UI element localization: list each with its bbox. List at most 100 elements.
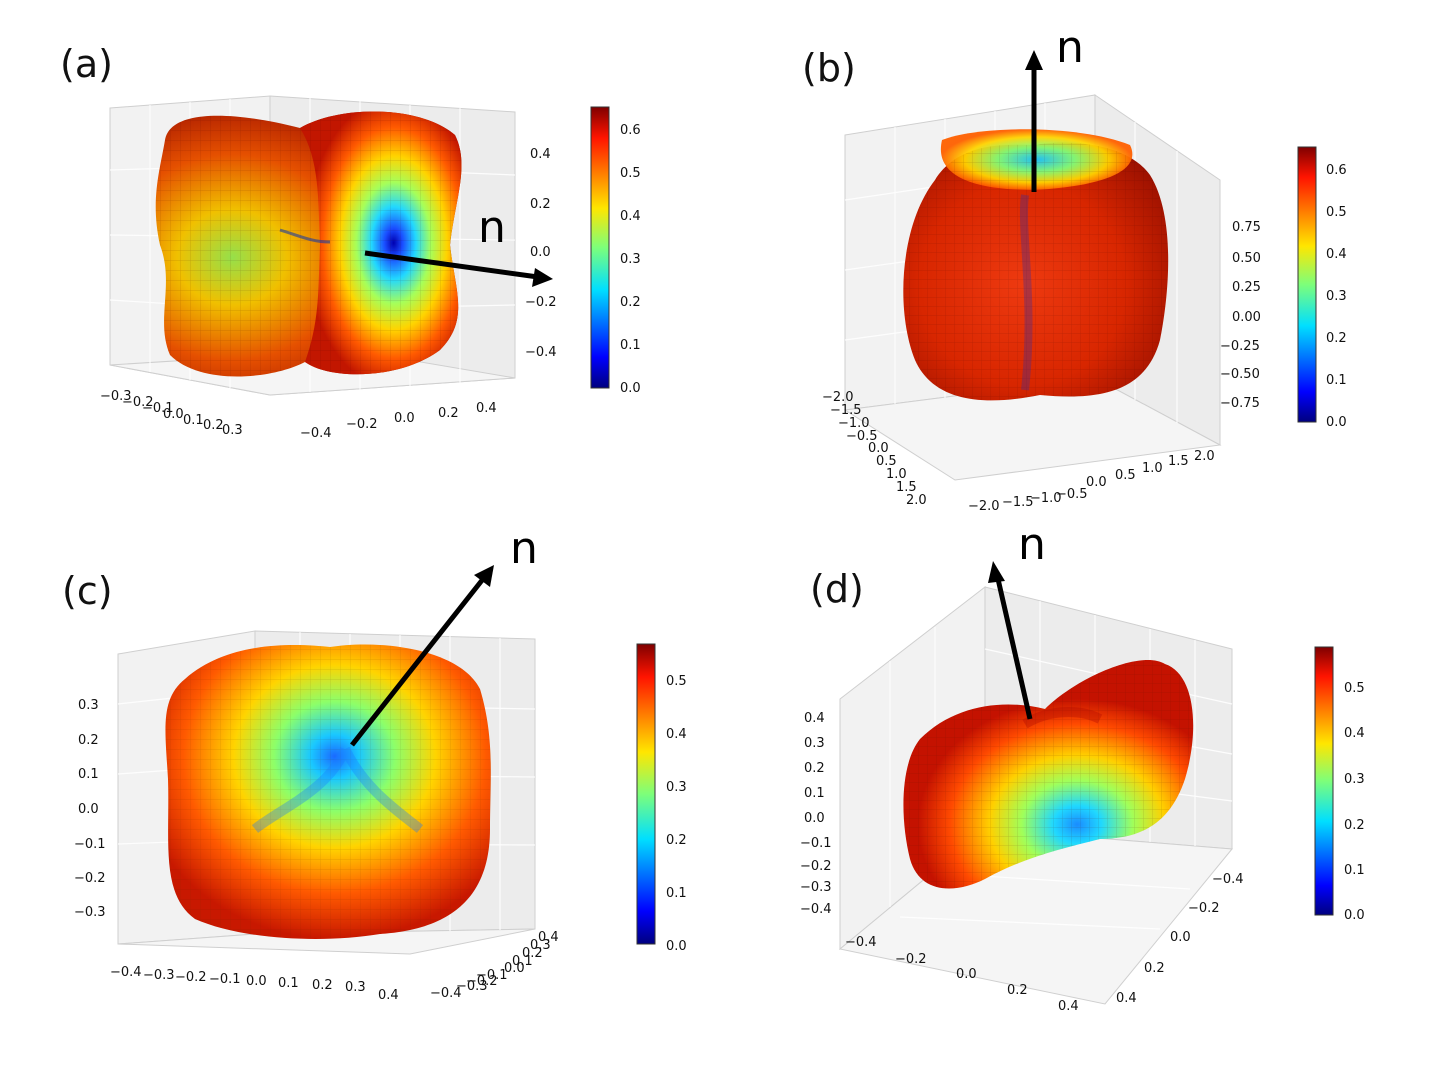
panel-a: (a) bbox=[0, 0, 720, 540]
x-tick: −1.5 bbox=[830, 403, 862, 418]
y-tick: 0.0 bbox=[1170, 930, 1191, 945]
colorbar-ticks: 0.5 0.4 0.3 0.2 0.1 0.0 bbox=[666, 674, 687, 954]
x-tick: 0.4 bbox=[1058, 999, 1079, 1014]
colorbar-tick: 0.1 bbox=[666, 886, 687, 901]
panel-b: (b) bbox=[720, 0, 1440, 540]
arrow-head bbox=[1025, 50, 1043, 70]
colorbar-tick: 0.4 bbox=[620, 209, 641, 224]
z-tick: −0.1 bbox=[800, 836, 832, 851]
x-tick: 0.1 bbox=[183, 413, 204, 428]
colorbar-tick: 0.3 bbox=[1344, 772, 1365, 787]
z-tick: 0.3 bbox=[804, 736, 825, 751]
colorbar-tick: 0.2 bbox=[1326, 331, 1347, 346]
panel-d: (d) bbox=[720, 519, 1440, 1079]
y-tick: 1.0 bbox=[1142, 461, 1163, 476]
z-tick: −0.2 bbox=[800, 859, 832, 874]
x-tick: 0.2 bbox=[1007, 983, 1028, 998]
z-tick-labels: 0.4 0.2 0.0 −0.2 −0.4 bbox=[525, 147, 557, 360]
normal-arrow bbox=[995, 578, 1033, 720]
z-tick: −0.25 bbox=[1220, 339, 1260, 354]
colorbar bbox=[1297, 146, 1317, 423]
chart-d: −0.4 −0.2 0.0 0.2 0.4 −0.4 −0.2 0.0 0.2 … bbox=[800, 519, 1365, 1014]
z-tick: −0.1 bbox=[74, 837, 106, 852]
z-tick: 0.50 bbox=[1232, 251, 1261, 266]
x-tick-labels: −0.3 −0.2 −0.1 0.0 0.1 0.2 0.3 bbox=[100, 389, 243, 438]
y-tick: 0.3 bbox=[530, 938, 551, 953]
z-tick: −0.4 bbox=[525, 345, 557, 360]
z-tick: −0.3 bbox=[74, 905, 106, 920]
y-tick-labels: 0.4 0.3 0.2 0.1 0.0 −0.1 −0.2 −0.3 −0.4 bbox=[430, 930, 559, 1001]
colorbar-tick: 0.4 bbox=[666, 727, 687, 742]
arrow-label: n bbox=[478, 202, 506, 253]
colorbar-tick: 0.2 bbox=[1344, 818, 1365, 833]
chart-a: −0.3 −0.2 −0.1 0.0 0.1 0.2 0.3 −0.4 −0.2… bbox=[100, 95, 641, 441]
x-tick: 0.3 bbox=[345, 980, 366, 995]
z-tick-labels: 0.3 0.2 0.1 0.0 −0.1 −0.2 −0.3 bbox=[74, 698, 106, 920]
z-tick: −0.2 bbox=[525, 295, 557, 310]
arrow-head bbox=[532, 268, 553, 287]
arrow-label: n bbox=[1018, 519, 1046, 570]
z-tick: 0.2 bbox=[530, 197, 551, 212]
y-tick-labels: −0.4 −0.2 0.0 0.2 0.4 bbox=[1116, 872, 1244, 1006]
y-tick: 0.2 bbox=[522, 946, 543, 961]
panel-label: (d) bbox=[810, 567, 864, 611]
colorbar-tick: 0.2 bbox=[666, 833, 687, 848]
y-tick: −0.4 bbox=[430, 986, 462, 1001]
y-tick: −0.1 bbox=[476, 968, 508, 983]
arrow-label: n bbox=[1056, 22, 1084, 73]
x-tick: −0.3 bbox=[100, 389, 132, 404]
colorbar-ticks: 0.6 0.5 0.4 0.3 0.2 0.1 0.0 bbox=[1326, 163, 1347, 430]
panel-label: (b) bbox=[802, 46, 856, 90]
chart-b: −2.0 −1.5 −1.0 −0.5 0.0 0.5 1.0 1.5 2.0 … bbox=[822, 22, 1347, 514]
colorbar-tick: 0.1 bbox=[1326, 373, 1347, 388]
y-tick: −0.2 bbox=[346, 417, 378, 432]
z-tick: 0.75 bbox=[1232, 220, 1261, 235]
colorbar-tick: 0.0 bbox=[1344, 908, 1365, 923]
z-tick: 0.4 bbox=[530, 147, 551, 162]
z-tick: 0.1 bbox=[804, 786, 825, 801]
x-tick: −0.4 bbox=[110, 965, 142, 980]
z-tick: −0.2 bbox=[74, 871, 106, 886]
y-tick: 0.4 bbox=[538, 930, 559, 945]
x-tick-labels: −0.4 −0.2 0.0 0.2 0.4 bbox=[845, 935, 1079, 1014]
colorbar-tick: 0.5 bbox=[666, 674, 687, 689]
x-tick: −0.4 bbox=[845, 935, 877, 950]
x-tick: −0.3 bbox=[143, 968, 175, 983]
colorbar-tick: 0.3 bbox=[1326, 289, 1347, 304]
colorbar-tick: 0.2 bbox=[620, 295, 641, 310]
x-tick: −0.1 bbox=[142, 401, 174, 416]
colorbar-ticks: 0.5 0.4 0.3 0.2 0.1 0.0 bbox=[1344, 681, 1365, 923]
z-tick: −0.50 bbox=[1220, 367, 1260, 382]
z-tick: 0.0 bbox=[530, 245, 551, 260]
y-tick: 0.0 bbox=[1086, 475, 1107, 490]
x-tick: 0.0 bbox=[956, 967, 977, 982]
y-tick: 0.4 bbox=[1116, 991, 1137, 1006]
x-tick-labels: −2.0 −1.5 −1.0 −0.5 0.0 0.5 1.0 1.5 2.0 bbox=[822, 390, 927, 508]
z-tick: 0.2 bbox=[78, 733, 99, 748]
colorbar-tick: 0.0 bbox=[1326, 415, 1347, 430]
z-tick: 0.3 bbox=[78, 698, 99, 713]
panel-c: (c) bbox=[0, 523, 720, 1079]
z-tick: 0.25 bbox=[1232, 280, 1261, 295]
y-tick: −0.2 bbox=[466, 974, 498, 989]
x-tick: −0.2 bbox=[175, 970, 207, 985]
z-tick: −0.4 bbox=[800, 902, 832, 917]
x-tick: 0.1 bbox=[278, 976, 299, 991]
colorbar-tick: 0.1 bbox=[1344, 863, 1365, 878]
panel-label: (a) bbox=[60, 42, 113, 86]
z-tick: 0.2 bbox=[804, 761, 825, 776]
y-tick: 0.2 bbox=[438, 406, 459, 421]
x-tick: −0.2 bbox=[122, 395, 154, 410]
z-tick: 0.00 bbox=[1232, 310, 1261, 325]
y-tick: 2.0 bbox=[1194, 449, 1215, 464]
colorbar-tick: 0.0 bbox=[620, 381, 641, 396]
chart-c: −0.4 −0.3 −0.2 −0.1 0.0 0.1 0.2 0.3 0.4 … bbox=[74, 523, 687, 1003]
y-tick: 0.0 bbox=[504, 961, 525, 976]
y-tick: 0.0 bbox=[394, 411, 415, 426]
colorbar bbox=[1314, 646, 1334, 916]
y-tick-labels: −2.0 −1.5 −1.0 −0.5 0.0 0.5 1.0 1.5 2.0 bbox=[968, 449, 1215, 514]
colorbar-tick: 0.3 bbox=[620, 252, 641, 267]
y-tick: −0.3 bbox=[456, 979, 488, 994]
z-tick: 0.1 bbox=[78, 767, 99, 782]
normal-arrow bbox=[350, 577, 485, 747]
